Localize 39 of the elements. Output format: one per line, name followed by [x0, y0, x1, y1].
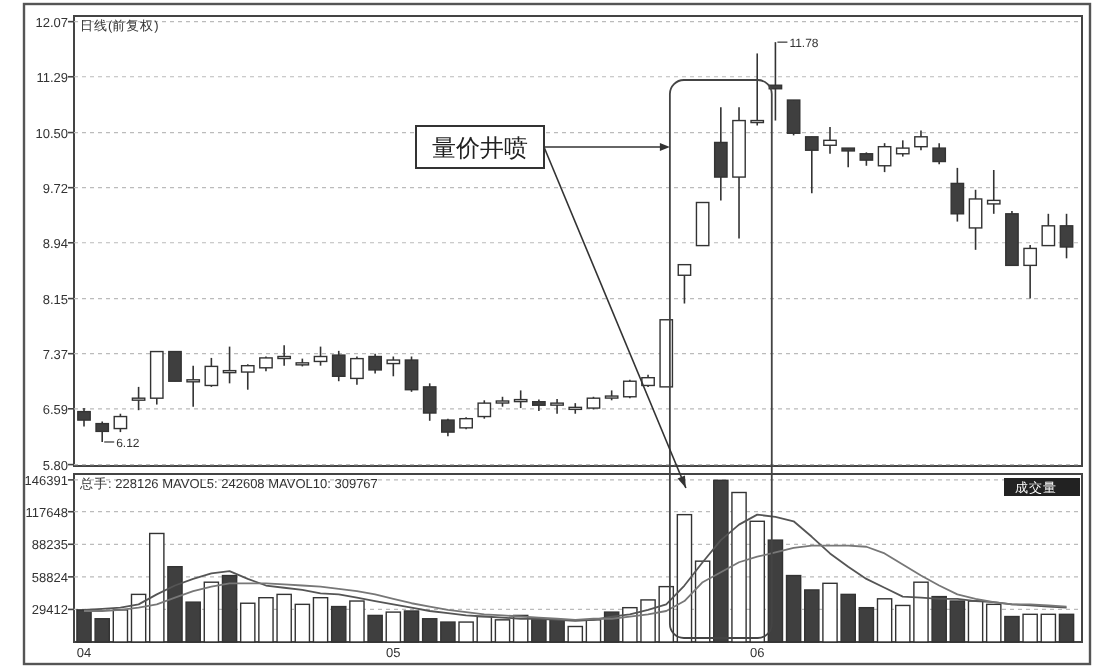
- candlestick: [968, 188, 983, 251]
- candlestick: [477, 399, 492, 420]
- candlestick: [786, 99, 801, 137]
- candlestick: [713, 106, 728, 202]
- candlestick: [568, 402, 583, 415]
- candlestick: [841, 147, 856, 168]
- candlestick: [186, 364, 201, 408]
- candlestick: [168, 350, 182, 382]
- candlestick: [404, 355, 419, 393]
- candlestick: [331, 350, 346, 383]
- candlestick: [240, 363, 255, 391]
- line-series: [83, 544, 1068, 621]
- line-series: [83, 513, 1068, 622]
- candlestick: [950, 167, 965, 223]
- candlestick: [550, 398, 564, 415]
- candlestick: [1059, 213, 1074, 260]
- candlestick: [313, 345, 328, 367]
- candlestick: [750, 52, 765, 127]
- candlestick: [1023, 244, 1038, 300]
- candlestick: [386, 355, 401, 378]
- annotation: 量价井喷: [432, 134, 528, 162]
- candlestick: [695, 201, 710, 247]
- candlestick: [932, 142, 947, 166]
- candlestick: [368, 352, 383, 375]
- candlestick: [986, 169, 1001, 215]
- candlestick: [149, 350, 164, 406]
- candlestick: [277, 344, 292, 367]
- candlestick: [113, 412, 128, 433]
- candlestick: [804, 136, 819, 195]
- candlestick: [131, 386, 146, 411]
- candlestick: [914, 129, 928, 152]
- candlestick: [422, 382, 437, 422]
- candlestick: [350, 355, 364, 386]
- candlestick: [622, 379, 637, 399]
- candlestick: [204, 357, 219, 388]
- candlestick: [823, 126, 837, 155]
- candlestick: [1041, 213, 1056, 247]
- candlestick: [677, 263, 692, 305]
- candlestick: [877, 142, 892, 173]
